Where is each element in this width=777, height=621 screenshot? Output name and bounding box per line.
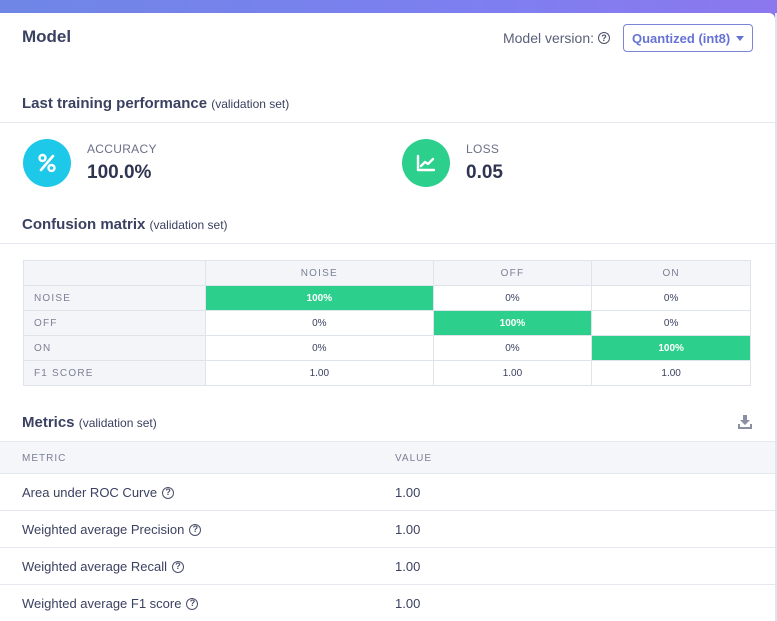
help-icon[interactable]: ? — [186, 597, 199, 610]
metric-name: Weighted average F1 score — [22, 596, 182, 611]
confusion-cell: 0% — [591, 285, 751, 311]
f1-cell: 1.00 — [205, 360, 434, 386]
loss-value: 0.05 — [466, 162, 503, 183]
table-row: Weighted average Precision? 1.00 — [0, 511, 775, 548]
accuracy-kpi: ACCURACY 100.0% — [23, 139, 157, 187]
download-icon[interactable] — [737, 414, 753, 430]
loss-kpi: LOSS 0.05 — [402, 139, 503, 187]
metric-value: 1.00 — [395, 559, 421, 574]
accuracy-label: ACCURACY — [87, 142, 157, 156]
table-row: Weighted average Recall? 1.00 — [0, 548, 775, 585]
confusion-col-header: OFF — [432, 260, 593, 286]
confusion-row-header: NOISE — [23, 285, 206, 311]
f1-cell: 1.00 — [432, 360, 593, 386]
confusion-row: NOISE 100% 0% 0% — [23, 285, 751, 311]
metric-name: Area under ROC Curve — [22, 485, 158, 500]
confusion-title-text: Confusion matrix — [22, 216, 146, 233]
confusion-cell: 0% — [432, 285, 593, 311]
percent-icon — [23, 139, 71, 187]
confusion-corner-cell — [23, 260, 206, 286]
metric-name: Weighted average Precision — [22, 522, 185, 537]
metrics-title-text: Metrics — [22, 414, 75, 431]
confusion-col-header: NOISE — [205, 260, 434, 286]
metric-name: Weighted average Recall — [22, 559, 168, 574]
model-version-label: Model version: — [502, 30, 594, 46]
confusion-cell: 0% — [205, 335, 434, 361]
confusion-cell: 0% — [591, 310, 751, 336]
confusion-cell: 100% — [205, 285, 434, 311]
chart-line-icon — [402, 139, 450, 187]
help-icon[interactable]: ? — [172, 560, 185, 573]
confusion-row: ON 0% 0% 100% — [23, 335, 751, 361]
help-icon[interactable]: ? — [189, 523, 202, 536]
metric-value: 1.00 — [395, 596, 421, 611]
confusion-matrix-table: NOISE OFF ON NOISE 100% 0% 0% OFF 0% 100… — [23, 260, 751, 386]
metrics-table-header: METRIC VALUE — [0, 441, 775, 474]
confusion-row-header: OFF — [23, 310, 206, 336]
metrics-title: Metrics (validation set) — [22, 414, 157, 431]
confusion-cell: 0% — [432, 335, 593, 361]
model-header: Model Model version: ? Quantized (int8) — [22, 24, 753, 60]
table-row: Weighted average F1 score? 1.00 — [0, 585, 775, 621]
metric-column-header: METRIC — [22, 453, 67, 464]
confusion-subtitle: (validation set) — [149, 218, 228, 232]
model-version-value: Quantized (int8) — [632, 30, 731, 46]
help-icon[interactable]: ? — [162, 486, 175, 499]
page-title: Model — [22, 27, 72, 46]
confusion-cell: 100% — [432, 310, 593, 336]
f1-cell: 1.00 — [591, 360, 751, 386]
loss-label: LOSS — [466, 142, 500, 156]
metrics-subtitle: (validation set) — [78, 416, 157, 430]
accuracy-value: 100.0% — [87, 162, 152, 183]
model-version-control: Model version: ? Quantized (int8) — [503, 24, 753, 52]
confusion-cell: 100% — [591, 335, 751, 361]
model-version-select[interactable]: Quantized (int8) — [623, 24, 753, 52]
training-subtitle: (validation set) — [211, 97, 290, 111]
confusion-row: OFF 0% 100% 0% — [23, 310, 751, 336]
value-column-header: VALUE — [395, 453, 433, 464]
table-row: Area under ROC Curve? 1.00 — [0, 474, 775, 511]
confusion-row-header: ON — [23, 335, 206, 361]
metric-value: 1.00 — [395, 522, 421, 537]
confusion-matrix-title: Confusion matrix (validation set) — [22, 216, 228, 233]
card-edge — [775, 13, 777, 621]
training-performance-title: Last training performance (validation se… — [22, 95, 289, 112]
f1-score-row: F1 SCORE 1.00 1.00 1.00 — [23, 360, 751, 386]
help-icon[interactable]: ? — [598, 32, 610, 44]
confusion-col-header: ON — [591, 260, 751, 286]
confusion-cell: 0% — [205, 310, 434, 336]
divider — [0, 122, 775, 123]
chevron-down-icon — [736, 35, 744, 41]
confusion-row-header: F1 SCORE — [23, 360, 206, 386]
divider — [0, 243, 775, 244]
training-title-text: Last training performance — [22, 95, 208, 112]
metric-value: 1.00 — [395, 485, 421, 500]
confusion-header-row: NOISE OFF ON — [23, 260, 751, 286]
